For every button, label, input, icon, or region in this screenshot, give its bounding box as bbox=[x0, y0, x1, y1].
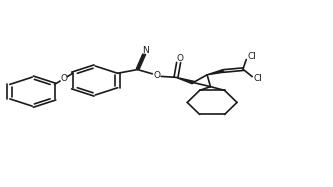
Polygon shape bbox=[176, 77, 194, 84]
Text: O: O bbox=[60, 74, 67, 83]
Text: Cl: Cl bbox=[247, 52, 256, 62]
Text: N: N bbox=[143, 46, 149, 55]
Text: O: O bbox=[153, 71, 160, 80]
Polygon shape bbox=[207, 70, 224, 75]
Text: O: O bbox=[177, 54, 184, 63]
Text: Cl: Cl bbox=[253, 74, 262, 83]
